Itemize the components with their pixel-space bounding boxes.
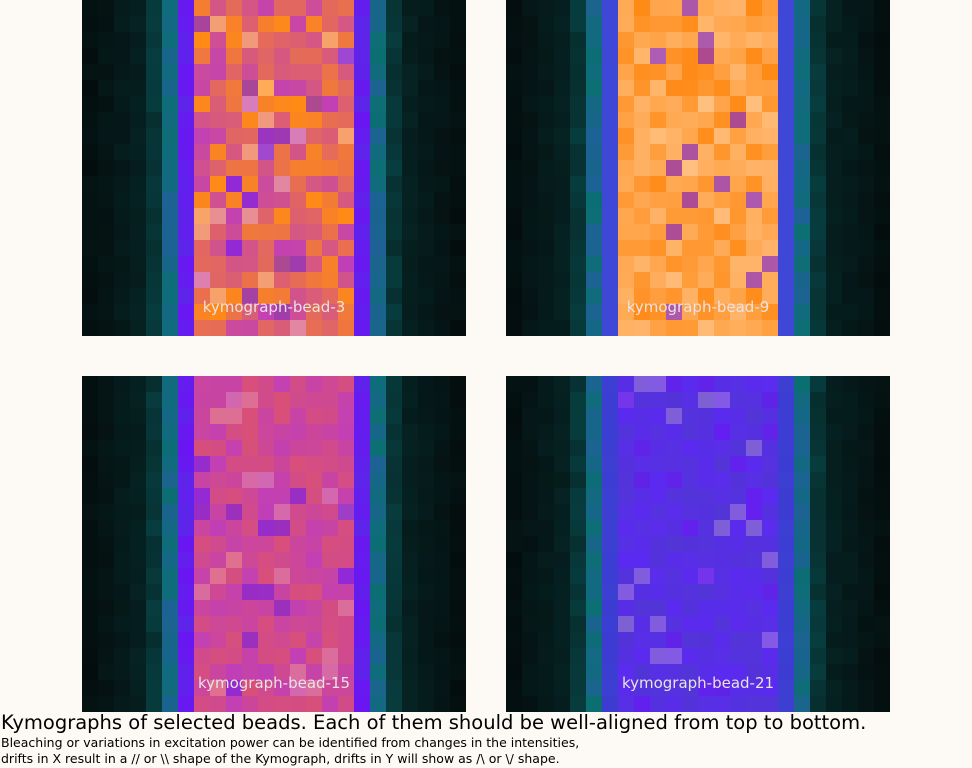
kymograph-image [82, 0, 466, 336]
kymograph-label: kymograph-bead-21 [621, 674, 775, 692]
kymograph-image [506, 0, 890, 336]
caption-title: Kymographs of selected beads. Each of th… [1, 711, 867, 734]
kymograph-label: kymograph-bead-9 [626, 298, 770, 316]
kymograph-image [506, 376, 890, 712]
caption-line-2: drifts in X result in a // or \\ shape o… [1, 751, 560, 766]
kymograph-label: kymograph-bead-15 [197, 674, 351, 692]
kymograph-image [82, 376, 466, 712]
figure-caption: Kymographs of selected beads. Each of th… [1, 711, 971, 767]
kymograph-panel-bead-9: kymograph-bead-9 [506, 0, 890, 336]
kymograph-panel-bead-3: kymograph-bead-3 [82, 0, 466, 336]
kymograph-panel-bead-15: kymograph-bead-15 [82, 376, 466, 712]
kymograph-panel-bead-21: kymograph-bead-21 [506, 376, 890, 712]
caption-line-1: Bleaching or variations in excitation po… [1, 735, 580, 750]
kymograph-label: kymograph-bead-3 [202, 298, 346, 316]
